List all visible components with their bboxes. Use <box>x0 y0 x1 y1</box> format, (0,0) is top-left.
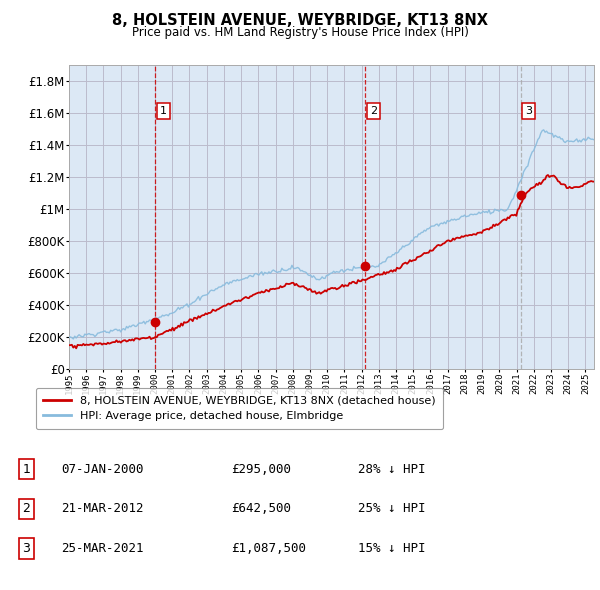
Text: 2: 2 <box>370 106 377 116</box>
Text: 25-MAR-2021: 25-MAR-2021 <box>61 542 143 555</box>
Text: 1: 1 <box>160 106 167 116</box>
Text: 3: 3 <box>22 542 31 555</box>
Text: 1: 1 <box>22 463 31 476</box>
Text: 15% ↓ HPI: 15% ↓ HPI <box>358 542 425 555</box>
Text: £642,500: £642,500 <box>231 502 291 516</box>
Text: 21-MAR-2012: 21-MAR-2012 <box>61 502 143 516</box>
Text: Price paid vs. HM Land Registry's House Price Index (HPI): Price paid vs. HM Land Registry's House … <box>131 26 469 39</box>
Text: £295,000: £295,000 <box>231 463 291 476</box>
Text: £1,087,500: £1,087,500 <box>231 542 306 555</box>
Text: 8, HOLSTEIN AVENUE, WEYBRIDGE, KT13 8NX: 8, HOLSTEIN AVENUE, WEYBRIDGE, KT13 8NX <box>112 13 488 28</box>
Legend: 8, HOLSTEIN AVENUE, WEYBRIDGE, KT13 8NX (detached house), HPI: Average price, de: 8, HOLSTEIN AVENUE, WEYBRIDGE, KT13 8NX … <box>35 388 443 429</box>
Text: 28% ↓ HPI: 28% ↓ HPI <box>358 463 425 476</box>
Text: 07-JAN-2000: 07-JAN-2000 <box>61 463 143 476</box>
Text: 2: 2 <box>22 502 31 516</box>
Text: 25% ↓ HPI: 25% ↓ HPI <box>358 502 425 516</box>
Text: 3: 3 <box>525 106 532 116</box>
